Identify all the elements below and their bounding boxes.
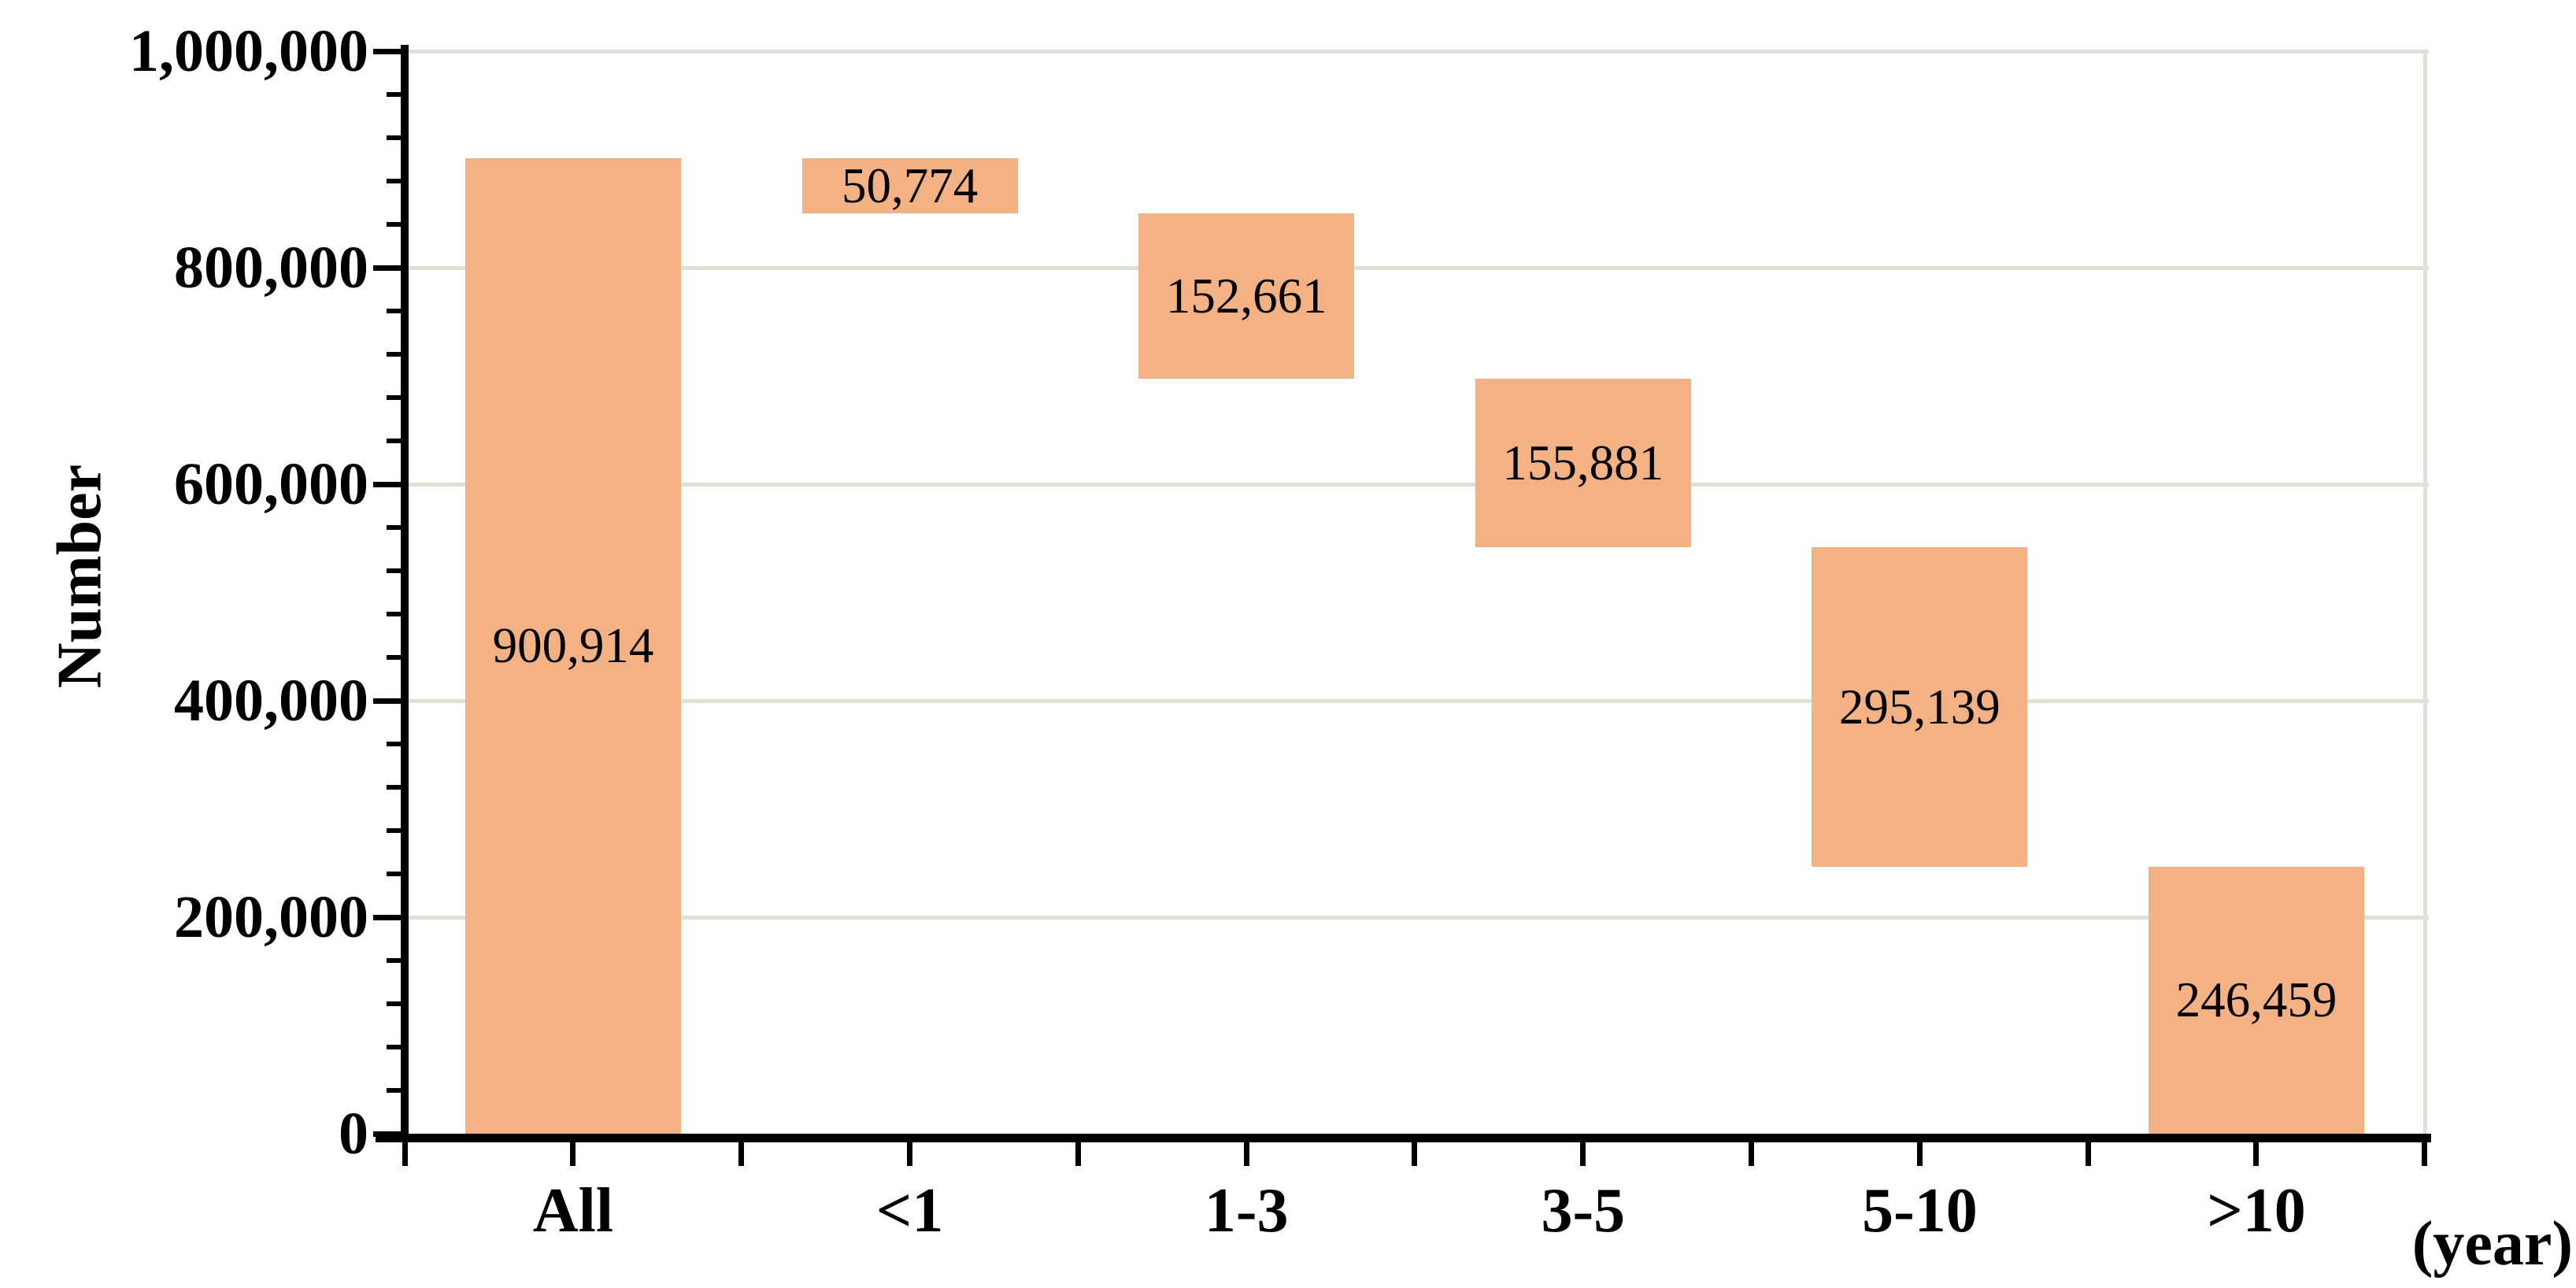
y-minor-tick (387, 92, 405, 97)
y-tick-label: 800,000 (174, 235, 368, 301)
y-tick-label: 200,000 (174, 884, 368, 950)
x-tick (2422, 1142, 2428, 1166)
plot-right-border (2422, 51, 2427, 1134)
y-minor-tick (387, 1001, 405, 1006)
y-minor-tick (387, 309, 405, 313)
category-label: 1-3 (1204, 1176, 1289, 1245)
y-minor-tick (387, 135, 405, 140)
x-tick (2085, 1142, 2091, 1166)
y-minor-tick (387, 1045, 405, 1049)
gridline (409, 915, 2429, 920)
x-tick (2253, 1142, 2260, 1166)
y-axis-title: Number (45, 464, 115, 689)
y-major-tick (373, 698, 405, 704)
x-tick (570, 1142, 576, 1166)
x-axis-unit-label: (year) (2411, 1209, 2573, 1279)
x-tick (1412, 1142, 1418, 1166)
y-minor-tick (387, 1088, 405, 1093)
bar-value-label: 50,774 (841, 157, 979, 213)
x-tick (1243, 1142, 1249, 1166)
y-major-tick (373, 48, 405, 54)
y-tick-label: 1,000,000 (129, 18, 368, 84)
y-minor-tick (387, 655, 405, 660)
y-minor-tick (387, 785, 405, 790)
bar-1: 50,774 (801, 157, 1018, 214)
bar-value-label: 152,661 (1165, 268, 1327, 324)
category-label: All (532, 1176, 614, 1245)
y-minor-tick (387, 439, 405, 443)
bar-3-5: 155,881 (1475, 378, 1691, 548)
y-minor-tick (387, 612, 405, 616)
y-minor-tick (387, 179, 405, 183)
y-minor-tick (387, 568, 405, 573)
x-tick (402, 1142, 408, 1166)
y-major-tick (373, 914, 405, 920)
y-minor-tick (387, 395, 405, 400)
category-label: 3-5 (1541, 1176, 1626, 1245)
y-minor-tick (387, 352, 405, 357)
gridline (409, 698, 2429, 703)
y-major-tick (373, 265, 405, 271)
gridline (409, 265, 2429, 270)
bar-value-label: 246,459 (2175, 972, 2337, 1028)
y-major-tick (373, 481, 405, 487)
bar-all: 900,914 (465, 158, 681, 1134)
y-minor-tick (387, 872, 405, 876)
x-tick (906, 1142, 912, 1166)
y-minor-tick (387, 958, 405, 963)
category-label: 5-10 (1862, 1176, 1978, 1245)
x-tick (1580, 1142, 1586, 1166)
bar-5-10: 295,139 (1812, 547, 2028, 868)
x-axis-line (376, 1134, 2431, 1142)
bar-10: 246,459 (2149, 867, 2364, 1134)
bar-1-3: 152,661 (1138, 213, 1355, 379)
bar-value-label: 900,914 (492, 618, 654, 674)
x-tick (1916, 1142, 1923, 1166)
y-tick-label: 400,000 (174, 668, 368, 734)
y-tick-label: 600,000 (174, 451, 368, 517)
x-tick (1075, 1142, 1081, 1166)
x-tick (738, 1142, 745, 1166)
category-label: <1 (875, 1176, 944, 1245)
y-minor-tick (387, 742, 405, 746)
y-tick-label: 0 (339, 1101, 368, 1167)
y-minor-tick (387, 525, 405, 530)
bar-value-label: 295,139 (1839, 679, 2000, 735)
y-minor-tick (387, 828, 405, 833)
y-minor-tick (387, 222, 405, 227)
gridline (409, 482, 2429, 487)
x-tick (1748, 1142, 1754, 1166)
bar-value-label: 155,881 (1502, 435, 1664, 490)
gridline (409, 49, 2429, 54)
y-axis-line (401, 45, 409, 1142)
category-label: >10 (2207, 1176, 2306, 1245)
